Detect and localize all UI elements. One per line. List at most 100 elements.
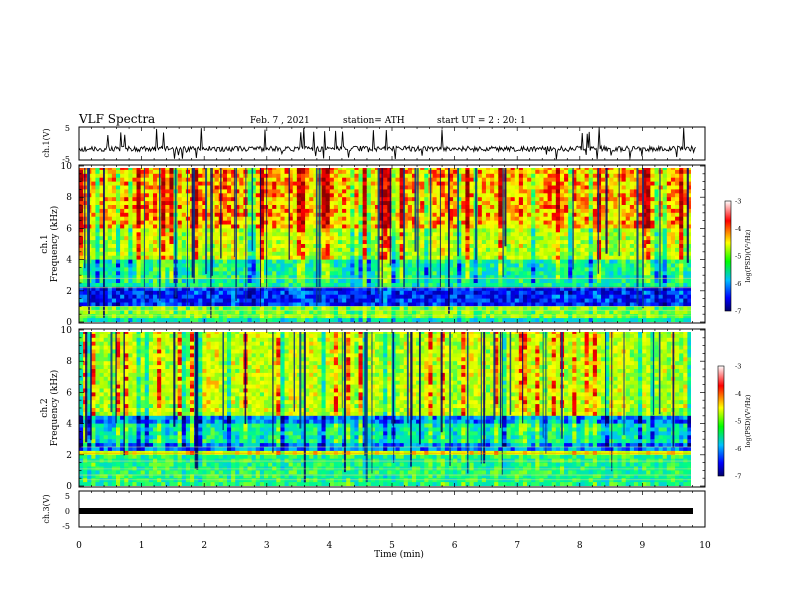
spectrogram-cell (411, 267, 417, 272)
spectrogram-cell (342, 263, 347, 268)
spectrogram-cell (83, 294, 88, 300)
spectrogram-cell (514, 283, 520, 288)
spectrogram-cell (333, 220, 339, 226)
spectrogram-cell (202, 216, 208, 222)
spectrogram-cell (300, 302, 306, 307)
spectrogram-cell (309, 306, 314, 311)
spectrogram-cell (321, 205, 327, 210)
spectrogram-cell (276, 208, 282, 214)
spectrogram-cell (370, 310, 376, 315)
spectrogram-cell (506, 193, 512, 198)
spectrogram-cell (370, 208, 376, 214)
spectrogram-cell (485, 208, 491, 214)
spectrogram-cell (103, 275, 109, 280)
spectrogram-cell (481, 306, 487, 311)
spectrogram-cell (395, 314, 401, 319)
spectrogram-cell (555, 197, 561, 202)
spectrogram-cell (502, 259, 508, 265)
spectrogram-cell (132, 263, 138, 268)
spectrogram-cell (477, 255, 483, 261)
spectrogram-cell (226, 279, 232, 284)
spectrogram-cell (300, 189, 306, 194)
spectrogram-cell (305, 224, 310, 229)
spectrogram-cell (387, 255, 393, 261)
spectrogram-cell (255, 181, 261, 187)
spectrogram-cell (181, 302, 187, 307)
spectrogram-cell (387, 189, 393, 194)
spectrogram-cell (399, 208, 405, 214)
spectrogram-cell (272, 290, 277, 296)
spectrogram-cell (337, 314, 343, 319)
spectrogram-cell (518, 208, 524, 214)
spectrogram-cell (407, 185, 413, 190)
spectrogram-cell (559, 251, 565, 257)
spectrogram-cell (189, 283, 195, 288)
spectrogram-cell (362, 283, 368, 288)
spectrogram-cell (559, 201, 565, 206)
spectrogram-cell (424, 177, 430, 183)
spectrogram-cell (132, 232, 138, 237)
spectrogram-cell (305, 306, 310, 311)
spectrogram-cell (210, 224, 216, 229)
spectrogram-cell (272, 181, 277, 187)
spectrogram-cell (272, 216, 277, 222)
spectrogram-cell (420, 290, 425, 296)
spectrogram-cell (502, 267, 508, 272)
spectrogram-cell (239, 286, 245, 292)
spectrogram-cell (506, 220, 512, 226)
spectrogram-cell (374, 168, 380, 171)
spectrogram-cell (194, 208, 199, 214)
spectrogram-cell (403, 240, 409, 245)
spectrogram-cell (559, 212, 565, 218)
spectrogram-cell (342, 197, 347, 202)
spectrogram-cell (564, 197, 569, 202)
spectrogram-cell (342, 228, 347, 233)
spectrogram-cell (440, 173, 446, 179)
spectrogram-cell (239, 251, 245, 257)
spectrogram-cell (136, 267, 142, 272)
spectrogram-cell (185, 212, 191, 218)
spectrogram-cell (337, 298, 343, 304)
spectrogram-cell (214, 232, 220, 237)
spectrogram-cell (350, 201, 356, 206)
spectrogram-cell (543, 314, 549, 319)
spectrogram-cell (313, 169, 319, 175)
spectrogram-cell (354, 263, 360, 268)
spectrogram-cell (518, 185, 524, 190)
spectrogram-cell (543, 220, 549, 226)
spectrogram-cell (165, 318, 171, 322)
spectrogram-cell (251, 220, 257, 226)
spectrogram-cell (383, 310, 388, 315)
spectrogram-cell (95, 283, 101, 288)
spectrogram-cell (354, 212, 360, 218)
spectrogram-cell (424, 275, 430, 280)
spectrogram-cell (395, 228, 401, 233)
spectrogram-cell (259, 232, 265, 237)
spectrogram-cell (350, 197, 356, 202)
spectrogram-cell (177, 185, 183, 190)
spectrogram-cell (272, 267, 277, 272)
spectrogram-cell (95, 310, 101, 315)
spectrogram-cell (522, 259, 528, 265)
spectrogram-cell (79, 244, 84, 249)
spectrogram-cell (247, 220, 253, 226)
spectrogram-cell (251, 314, 257, 319)
spectrogram-cell (527, 228, 532, 233)
spectrogram-cell (407, 271, 413, 276)
spectrogram-cell (362, 314, 368, 319)
spectrogram-cell (490, 201, 495, 206)
spectrogram-cell (399, 290, 405, 296)
spectrogram-cell (292, 212, 298, 218)
spectrogram-cell (374, 314, 380, 319)
spectrogram-cell (132, 173, 138, 179)
spectrogram-cell (300, 168, 306, 171)
spectrogram-cell (95, 236, 101, 241)
spectrogram-cell (296, 286, 302, 292)
spectrogram-cell (263, 314, 269, 319)
spectrogram-cell (564, 283, 569, 288)
spectrogram-cell (387, 177, 393, 183)
spectrogram-cell (284, 212, 290, 218)
spectrogram-cell (79, 212, 84, 218)
spectrogram-cell (210, 259, 216, 265)
spectrogram-cell (568, 236, 573, 241)
